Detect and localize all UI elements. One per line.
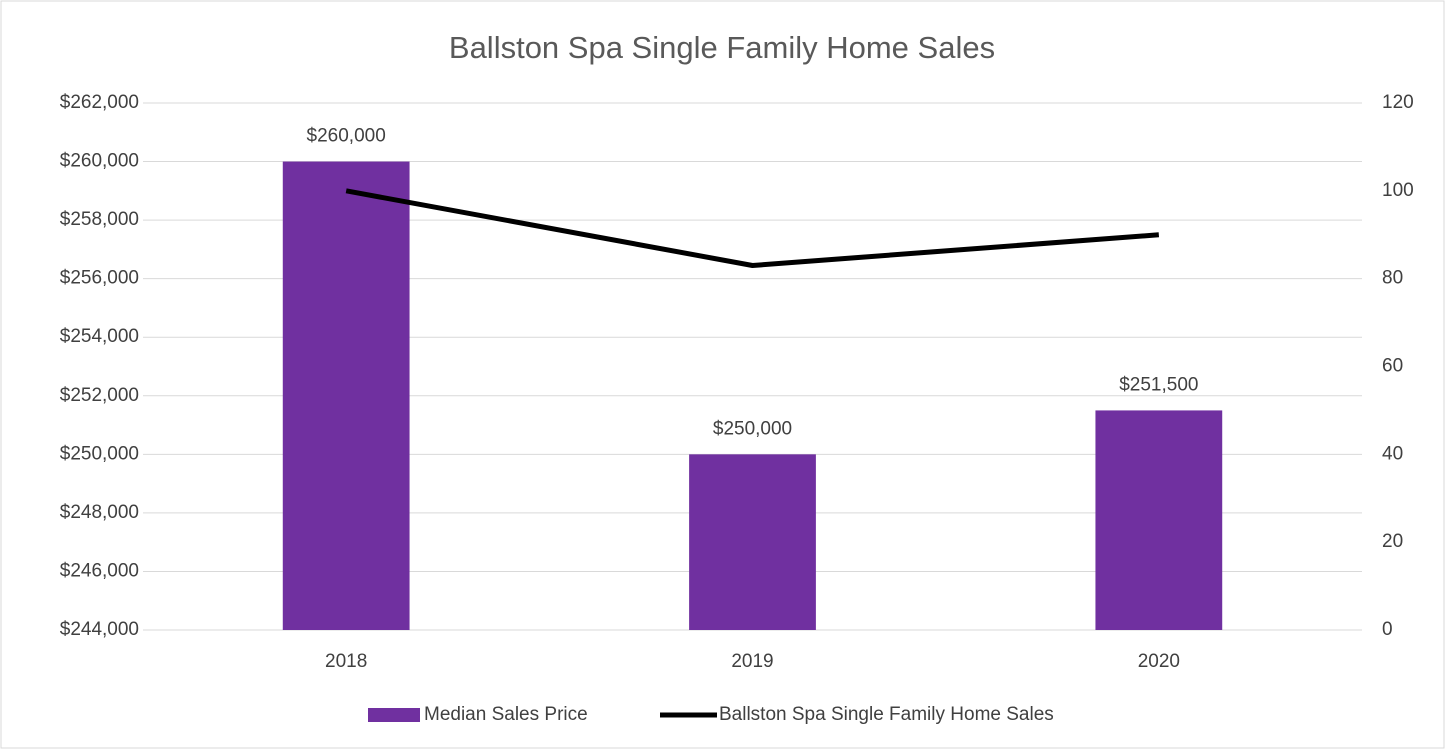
x-tick-label: 2020 — [1138, 651, 1180, 672]
bar — [689, 454, 816, 630]
y-tick-label: $252,000 — [60, 385, 139, 406]
y2-tick-label: 40 — [1382, 443, 1403, 464]
y2-tick-label: 60 — [1382, 356, 1403, 377]
y-tick-label: $250,000 — [60, 443, 139, 464]
chart-title: Ballston Spa Single Family Home Sales — [449, 30, 995, 65]
legend-swatch — [368, 708, 420, 722]
legend-label: Ballston Spa Single Family Home Sales — [719, 704, 1054, 725]
y2-tick-label: 80 — [1382, 268, 1403, 289]
x-tick-label: 2019 — [731, 651, 773, 672]
legend-label: Median Sales Price — [424, 704, 588, 725]
x-tick-label: 2018 — [325, 651, 367, 672]
y-tick-label: $256,000 — [60, 268, 139, 289]
line — [345, 188, 1160, 268]
bar — [1095, 410, 1223, 630]
y-tick-label: $246,000 — [60, 560, 139, 581]
y2-tick-label: 0 — [1382, 619, 1393, 640]
y-tick-label: $248,000 — [60, 502, 139, 523]
data-label: $250,000 — [713, 418, 792, 439]
data-label: $260,000 — [307, 126, 386, 147]
y-tick-label: $260,000 — [60, 151, 139, 172]
y-tick-label: $244,000 — [60, 619, 139, 640]
bar — [282, 161, 410, 631]
y2-tick-label: 120 — [1382, 92, 1414, 113]
y-tick-label: $254,000 — [60, 326, 139, 347]
data-label: $251,500 — [1119, 374, 1198, 395]
y-tick-label: $258,000 — [60, 209, 139, 230]
y2-tick-label: 100 — [1382, 180, 1414, 201]
y2-tick-label: 20 — [1382, 531, 1403, 552]
y-tick-label: $262,000 — [60, 92, 139, 113]
